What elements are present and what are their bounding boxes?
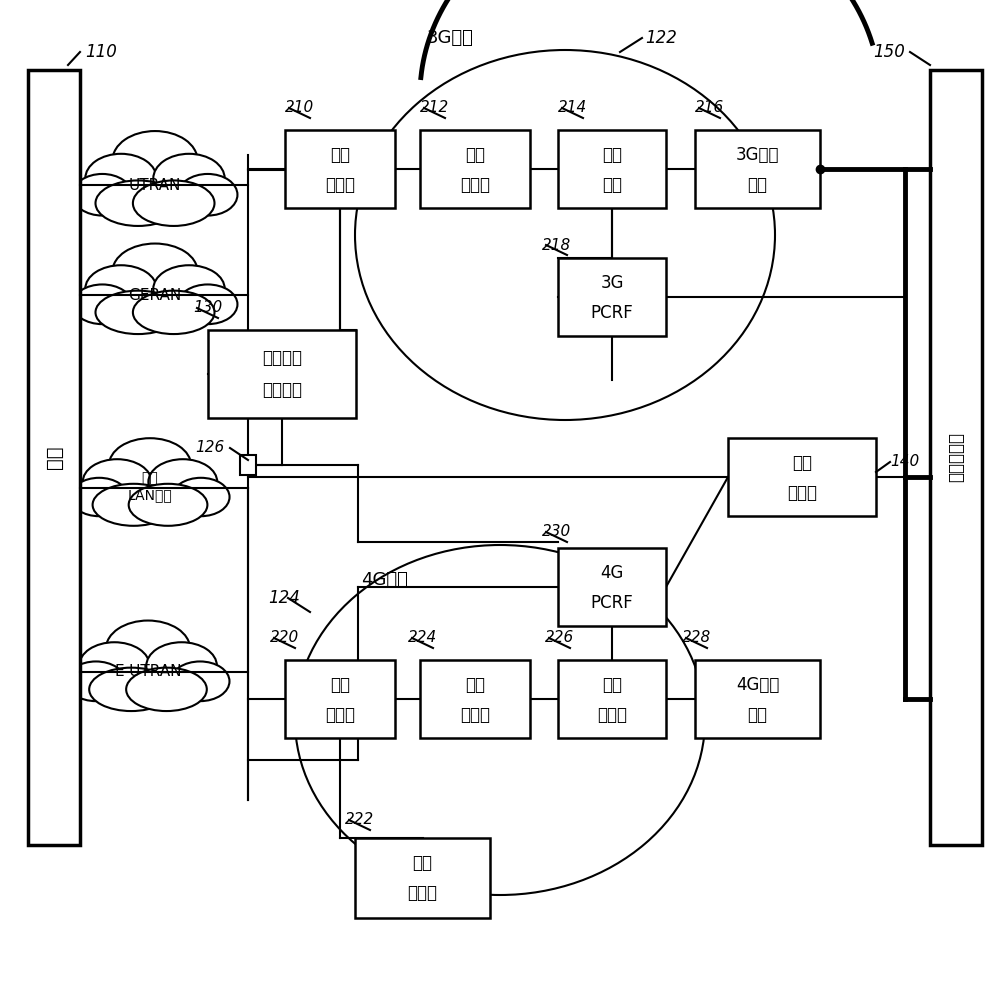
Ellipse shape — [133, 180, 214, 226]
Text: GERAN: GERAN — [128, 287, 182, 302]
Text: 第二: 第二 — [330, 676, 350, 694]
Text: 策略: 策略 — [792, 454, 812, 472]
FancyBboxPatch shape — [420, 660, 530, 738]
Ellipse shape — [172, 478, 230, 516]
Ellipse shape — [178, 284, 237, 324]
Ellipse shape — [129, 484, 207, 526]
Ellipse shape — [93, 484, 175, 526]
Text: 处理器: 处理器 — [408, 884, 438, 902]
Text: 发送器负: 发送器负 — [262, 349, 302, 367]
Text: PCRF: PCRF — [591, 304, 633, 322]
Ellipse shape — [70, 478, 128, 516]
Text: 214: 214 — [558, 100, 587, 116]
Text: 150: 150 — [873, 43, 905, 61]
Text: 122: 122 — [645, 29, 677, 47]
Text: E-UTRAN: E-UTRAN — [114, 665, 182, 680]
Text: 发送器: 发送器 — [325, 706, 355, 724]
Text: 分组: 分组 — [602, 676, 622, 694]
Text: 数据: 数据 — [465, 146, 485, 164]
Text: 3G网络: 3G网络 — [427, 29, 473, 47]
Text: 网关: 网关 — [602, 176, 622, 194]
Text: UTRAN: UTRAN — [129, 177, 181, 192]
Ellipse shape — [171, 661, 229, 702]
Ellipse shape — [126, 668, 207, 712]
FancyBboxPatch shape — [355, 838, 490, 918]
Ellipse shape — [96, 290, 180, 334]
Text: 216: 216 — [695, 100, 724, 116]
Text: 218: 218 — [542, 238, 571, 253]
Text: 荷管理器: 荷管理器 — [262, 381, 302, 399]
Text: 230: 230 — [542, 524, 571, 539]
Text: 4G计费: 4G计费 — [736, 676, 779, 694]
Ellipse shape — [79, 642, 150, 690]
Text: 无线: 无线 — [142, 471, 158, 485]
FancyBboxPatch shape — [240, 455, 256, 475]
FancyBboxPatch shape — [285, 130, 395, 208]
Ellipse shape — [73, 284, 132, 324]
Text: 3G: 3G — [600, 274, 624, 292]
Text: 业务: 业务 — [465, 676, 485, 694]
Text: 4G网络: 4G网络 — [362, 571, 408, 589]
Ellipse shape — [133, 290, 214, 334]
Text: 110: 110 — [85, 43, 117, 61]
FancyBboxPatch shape — [285, 660, 395, 738]
Text: 3G计费: 3G计费 — [736, 146, 779, 164]
FancyBboxPatch shape — [208, 330, 356, 418]
FancyBboxPatch shape — [28, 70, 80, 845]
FancyBboxPatch shape — [558, 258, 666, 336]
Ellipse shape — [83, 459, 152, 504]
Text: 网关: 网关 — [748, 176, 768, 194]
FancyBboxPatch shape — [695, 130, 820, 208]
Ellipse shape — [89, 668, 173, 712]
Ellipse shape — [85, 266, 157, 312]
Text: PCRF: PCRF — [591, 594, 633, 612]
Text: 内容提供器: 内容提供器 — [947, 432, 965, 483]
Ellipse shape — [96, 180, 180, 226]
FancyBboxPatch shape — [695, 660, 820, 738]
Text: 处理器: 处理器 — [597, 706, 627, 724]
Text: 212: 212 — [420, 100, 449, 116]
Text: LAN网络: LAN网络 — [128, 488, 172, 502]
Text: 第一: 第一 — [330, 146, 350, 164]
Text: 控制: 控制 — [413, 854, 432, 872]
FancyBboxPatch shape — [930, 70, 982, 845]
Ellipse shape — [153, 266, 225, 312]
Text: 处理器: 处理器 — [460, 176, 490, 194]
Text: 提供器: 提供器 — [787, 484, 817, 502]
Ellipse shape — [106, 620, 190, 676]
Ellipse shape — [85, 154, 157, 203]
FancyBboxPatch shape — [558, 660, 666, 738]
Ellipse shape — [112, 244, 198, 299]
Text: 130: 130 — [193, 300, 222, 315]
Text: 228: 228 — [682, 630, 711, 645]
Text: 网关: 网关 — [748, 706, 768, 724]
Ellipse shape — [67, 661, 125, 702]
Ellipse shape — [178, 174, 237, 216]
Text: 222: 222 — [345, 813, 374, 827]
Text: 140: 140 — [890, 455, 919, 470]
Text: 210: 210 — [285, 100, 314, 116]
Text: 控制器: 控制器 — [460, 706, 490, 724]
Text: 226: 226 — [545, 630, 574, 645]
Text: 终端: 终端 — [44, 446, 64, 470]
Text: 126: 126 — [196, 441, 225, 456]
Text: 发送器: 发送器 — [325, 176, 355, 194]
FancyBboxPatch shape — [728, 438, 876, 516]
Ellipse shape — [146, 642, 217, 690]
Text: 124: 124 — [268, 589, 300, 607]
Ellipse shape — [148, 459, 217, 504]
FancyBboxPatch shape — [558, 548, 666, 626]
Text: 224: 224 — [408, 630, 437, 645]
Ellipse shape — [153, 154, 225, 203]
FancyBboxPatch shape — [420, 130, 530, 208]
Ellipse shape — [109, 438, 191, 493]
Text: 220: 220 — [270, 630, 299, 645]
Text: 数据: 数据 — [602, 146, 622, 164]
Ellipse shape — [73, 174, 132, 216]
FancyBboxPatch shape — [558, 130, 666, 208]
Text: 4G: 4G — [600, 564, 624, 582]
Ellipse shape — [112, 131, 198, 189]
